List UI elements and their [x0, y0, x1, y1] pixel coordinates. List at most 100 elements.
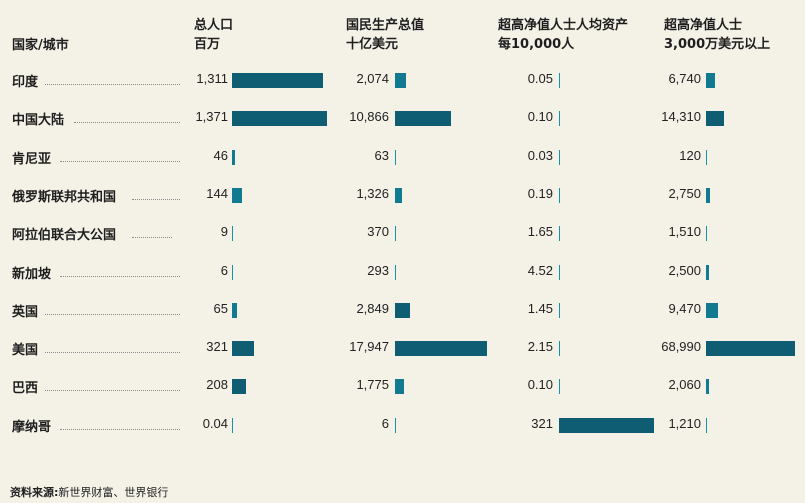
- uhnw-bar: [706, 111, 725, 127]
- uhnw-value: 68,990: [661, 339, 701, 355]
- uhnw_per-bar: [559, 111, 560, 127]
- uhnw-bar: [706, 417, 707, 433]
- uhnw_per-value: 0.03: [527, 147, 553, 163]
- uhnw_per-value: 0.10: [527, 109, 553, 125]
- row-leader: [59, 160, 180, 162]
- uhnw-bar: [706, 187, 710, 203]
- gdp-bar: [395, 264, 396, 280]
- gdp-bar: [395, 341, 487, 357]
- row-leader: [74, 122, 180, 124]
- uhnw-value: 2,750: [668, 185, 701, 201]
- uhnw-value: 1,210: [668, 415, 701, 431]
- gdp-value: 293: [367, 262, 389, 278]
- uhnw_per-value: 1.45: [527, 300, 553, 316]
- pop-bar: [232, 417, 233, 433]
- source-note: 资料来源:新世界财富、世界银行: [10, 484, 168, 500]
- pop-value: 6: [220, 262, 228, 278]
- pop-bar: [232, 111, 327, 127]
- uhnw-bar: [706, 264, 710, 280]
- gdp-value: 17,947: [349, 339, 389, 355]
- header-population-line1: 总人口: [194, 18, 234, 33]
- row-leader: [59, 428, 180, 430]
- pop-value: 321: [206, 339, 228, 355]
- uhnw_per-value: 321: [531, 415, 553, 431]
- country-label: 新加坡: [12, 266, 52, 282]
- pop-bar: [232, 379, 247, 395]
- uhnw_per-bar: [559, 264, 560, 280]
- uhnw-value: 9,470: [668, 300, 701, 316]
- country-label: 巴西: [12, 381, 39, 397]
- gdp-bar: [395, 111, 451, 127]
- pop-value: 208: [206, 377, 228, 393]
- source-text: 新世界财富、世界银行: [58, 486, 169, 499]
- row-leader: [59, 275, 180, 277]
- header-uhnw-per-line1: 超高净值人士人均资产: [498, 18, 629, 33]
- row-leader: [132, 237, 172, 239]
- gdp-value: 370: [367, 224, 389, 240]
- row-leader: [132, 198, 180, 200]
- uhnw_per-value: 0.10: [527, 377, 553, 393]
- header-uhnw-per-line2: 每10,000人: [498, 37, 575, 52]
- uhnw_per-bar: [559, 187, 560, 203]
- header-population-line2: 百万: [194, 37, 221, 52]
- header-gdp: 国民生产总值 十亿美元: [346, 16, 424, 54]
- country-label: 英国: [12, 304, 39, 320]
- gdp-bar: [395, 302, 410, 318]
- uhnw-value: 1,510: [668, 224, 701, 240]
- uhnw_per-value: 2.15: [527, 339, 553, 355]
- source-label: 资料来源:: [10, 486, 59, 499]
- uhnw_per-bar: [559, 73, 560, 88]
- pop-bar: [232, 187, 242, 203]
- country-label: 俄罗斯联邦共和国: [12, 189, 117, 205]
- header-country-line1: 国家/城市: [12, 38, 69, 53]
- gdp-value: 10,866: [349, 109, 389, 125]
- gdp-bar: [395, 149, 396, 165]
- country-label: 美国: [12, 343, 39, 359]
- row-leader: [45, 84, 180, 85]
- pop-bar: [232, 341, 255, 357]
- header-population: 总人口 百万: [194, 16, 233, 54]
- pop-bar: [232, 149, 236, 165]
- uhnw_per-bar: [559, 149, 560, 165]
- uhnw-value: 14,310: [661, 109, 701, 125]
- row-leader: [45, 313, 180, 315]
- pop-bar: [232, 264, 233, 280]
- country-label: 印度: [12, 75, 39, 90]
- uhnw-bar: [706, 226, 707, 242]
- country-label: 肯尼亚: [12, 151, 52, 167]
- uhnw_per-value: 0.19: [527, 185, 553, 201]
- gdp-value: 1,326: [356, 185, 389, 201]
- uhnw-bar: [706, 341, 795, 357]
- uhnw_per-bar: [559, 226, 560, 242]
- uhnw_per-bar: [559, 302, 560, 318]
- gdp-value: 6: [381, 415, 389, 431]
- uhnw_per-value: 0.05: [527, 71, 553, 86]
- pop-bar: [232, 302, 237, 318]
- gdp-bar: [395, 226, 396, 242]
- pop-value: 65: [213, 300, 228, 316]
- pop-value: 1,371: [195, 109, 228, 125]
- uhnw-value: 2,060: [668, 377, 701, 393]
- uhnw_per-value: 1.65: [527, 224, 553, 240]
- country-label: 中国大陆: [12, 113, 65, 129]
- uhnw-bar: [706, 302, 719, 318]
- uhnw-value: 120: [679, 147, 701, 163]
- pop-value: 9: [220, 224, 228, 240]
- gdp-bar: [395, 187, 402, 203]
- uhnw-bar: [706, 379, 709, 395]
- header-uhnw-per: 超高净值人士人均资产 每10,000人: [498, 16, 628, 54]
- uhnw_per-value: 4.52: [527, 262, 553, 278]
- row-leader: [45, 390, 180, 392]
- uhnw_per-bar: [559, 417, 654, 433]
- pop-value: 0.04: [202, 415, 228, 431]
- uhnw-bar: [706, 149, 707, 165]
- gdp-value: 2,849: [356, 300, 389, 316]
- pop-bar: [232, 73, 323, 88]
- pop-value: 1,311: [196, 71, 228, 86]
- uhnw-value: 6,740: [668, 71, 701, 86]
- country-label: 摩纳哥: [12, 419, 52, 435]
- gdp-bar: [395, 417, 396, 433]
- uhnw_per-bar: [559, 379, 560, 395]
- pop-value: 46: [213, 147, 228, 163]
- uhnw_per-bar: [559, 341, 560, 357]
